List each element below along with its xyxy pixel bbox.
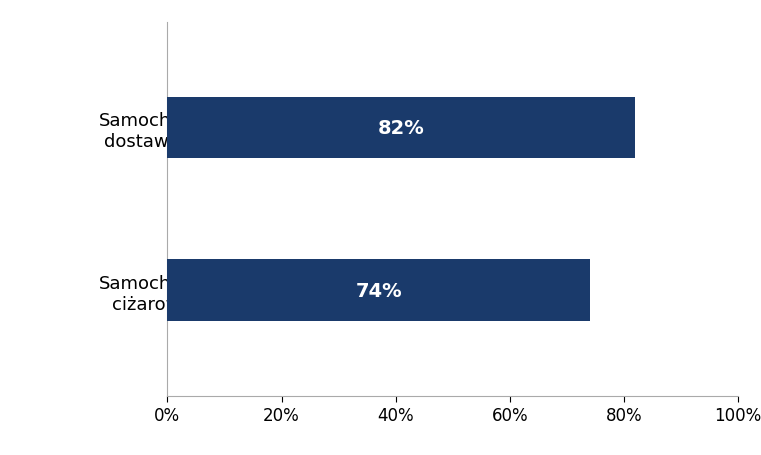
Text: 82%: 82% [378,119,425,138]
Text: 74%: 74% [355,281,402,300]
Bar [167,97,635,159]
Bar [167,260,590,321]
